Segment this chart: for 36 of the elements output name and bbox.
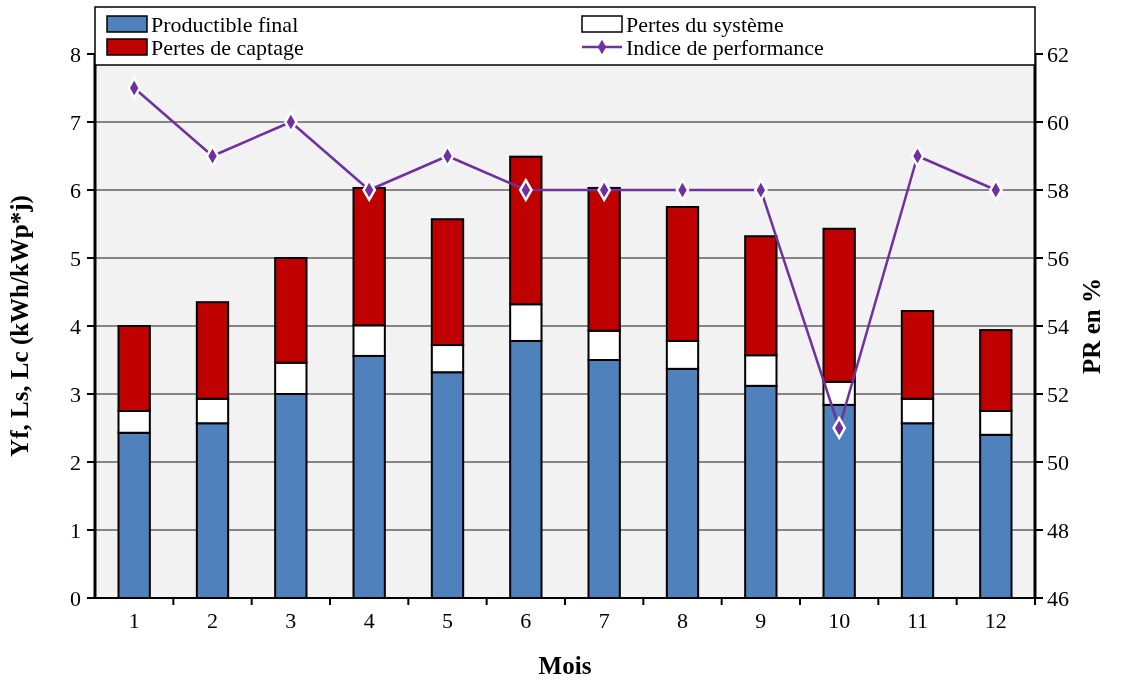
y2-tick-label: 56 [1047,245,1069,271]
y-tick-label: 4 [70,313,81,339]
x-tick-label: 4 [363,608,375,633]
y2-tick-label: 54 [1047,313,1069,339]
x-tick-label: 12 [984,608,1007,633]
y2-tick-label: 60 [1047,109,1069,135]
x-tick-label: 3 [285,608,297,633]
x-tick-label: 10 [828,608,851,633]
legend-label: Pertes du système [626,11,784,37]
y2-tick-label: 50 [1047,449,1069,475]
x-tick-label: 7 [598,608,610,633]
x-tick-label: 11 [906,608,929,633]
y2-axis-title: PR en % [1078,278,1105,374]
y-axis-title: Yf, Ls, Lc (kWh/kWp*j) [6,195,34,457]
y-tick-label: 3 [70,381,81,407]
x-axis-title: Mois [538,652,592,679]
x-tick-label: 2 [207,608,218,633]
y2-tick-label: 62 [1047,41,1069,67]
y-tick-label: 6 [70,177,81,203]
y-tick-label: 8 [70,41,81,67]
x-tick-label: 9 [755,608,767,633]
y-tick-label: 5 [70,245,81,271]
x-tick-label: 5 [442,608,453,633]
y-tick-label: 7 [70,109,81,135]
legend-label: Pertes de captage [151,34,304,60]
x-tick-label: 1 [128,608,140,633]
x-tick-label: 6 [520,608,532,633]
y-tick-label: 1 [70,517,81,543]
y2-tick-label: 48 [1047,517,1069,543]
y2-tick-label: 46 [1047,585,1069,611]
legend-label: Productible final [151,11,299,37]
y2-tick-label: 58 [1047,177,1069,203]
x-tick-label: 8 [677,608,688,633]
y2-tick-label: 52 [1047,381,1069,407]
y-tick-label: 0 [70,585,81,611]
y-tick-label: 2 [70,449,81,475]
